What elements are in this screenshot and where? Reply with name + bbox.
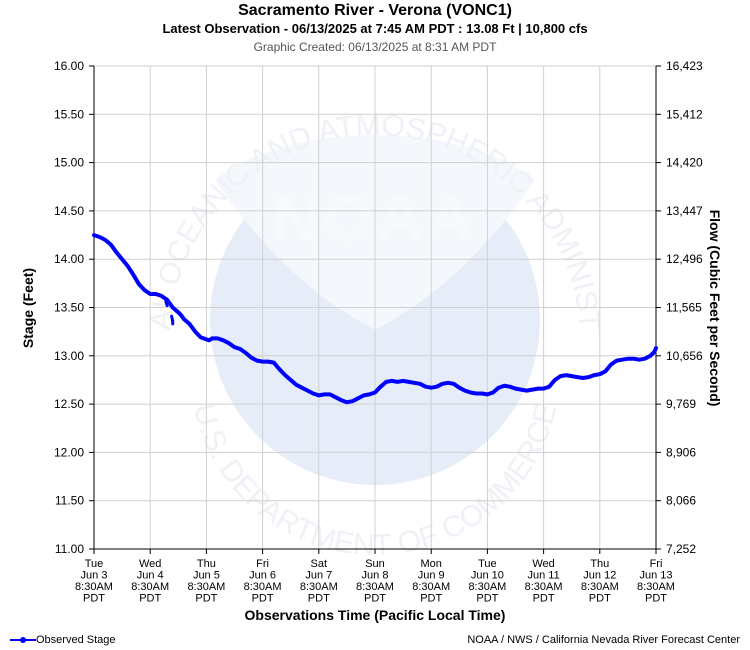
y2-tick-label: 10,656 (666, 349, 703, 363)
y2-tick-label: 13,447 (666, 204, 703, 218)
latest-observation-subtitle: Latest Observation - 06/13/2025 at 7:45 … (162, 21, 588, 36)
graphic-created-text: Graphic Created: 06/13/2025 at 8:31 AM P… (253, 40, 497, 54)
x-tick-label: Wed Jun 4 8:30AM PDT (131, 558, 169, 605)
noaa-watermark: NOAA NATIONAL OCEANIC AND ATMOSPHERIC AD… (0, 0, 606, 562)
observed-stage-series (92, 233, 658, 405)
y2-tick-label: 7,252 (666, 542, 696, 556)
watermark-logo-text: NOAA (273, 182, 477, 254)
x-tick-label: Sat Jun 7 8:30AM PDT (300, 558, 338, 605)
y-tick-label: 13.00 (54, 349, 84, 363)
y2-tick-label: 14,420 (666, 156, 703, 170)
observed-stage-fragment (172, 307, 179, 313)
y-tick-label: 15.00 (54, 156, 84, 170)
y2-axis-label: Flow (Cubic Feet per Second) (707, 210, 723, 407)
observed-stage-fragment (164, 300, 169, 308)
y2-tick-label: 8,906 (666, 445, 696, 459)
y-tick-label: 15.50 (54, 107, 84, 121)
observed-stage-line (92, 233, 658, 405)
x-axis-label: Observations Time (Pacific Local Time) (245, 607, 506, 623)
grid-lines (93, 65, 657, 550)
y2-tick-label: 11,565 (666, 301, 702, 315)
x-tick-label: Mon Jun 9 8:30AM PDT (412, 558, 450, 605)
x-tick-label: Thu Jun 12 8:30AM PDT (581, 558, 619, 605)
x-tick-label: Wed Jun 11 8:30AM PDT (525, 558, 563, 605)
x-tick-label: Fri Jun 13 8:30AM PDT (637, 558, 675, 605)
y2-tick-label: 12,496 (666, 252, 703, 266)
x-axis-tick-labels: Tue Jun 3 8:30AM PDT Wed Jun 4 8:30AM PDT Thu Jun… (75, 558, 675, 605)
legend-line-marker-icon (10, 637, 36, 643)
credit-text: NOAA / NWS / California Nevada River For… (467, 634, 740, 646)
y-tick-label: 12.50 (54, 397, 84, 411)
x-tick-label: Fri Jun 6 8:30AM PDT (244, 558, 282, 605)
y2-tick-label: 16,423 (666, 59, 703, 73)
legend: Observed Stage (10, 634, 116, 646)
y-tick-label: 11.00 (55, 542, 84, 556)
y-tick-label: 14.00 (54, 252, 84, 266)
x-tick-label: Tue Jun 3 8:30AM PDT (75, 558, 113, 605)
y2-tick-label: 9,769 (666, 397, 696, 411)
chart-title: Sacramento River - Verona (VONC1) (238, 2, 512, 19)
y2-tick-label: 15,412 (666, 107, 703, 121)
y2-axis-tick-labels: 16,423 15,412 14,420 13,447 12,496 11,565 10,6… (666, 59, 703, 556)
observed-stage-fragment (170, 314, 175, 326)
legend-label: Observed Stage (36, 634, 116, 646)
x-tick-label: Thu Jun 5 8:30AM PDT (187, 558, 225, 605)
y-axis-tick-labels: 16.00 15.50 15.00 14.50 14.00 13.50 13.00 12.50… (54, 59, 84, 556)
x-tick-label: Tue Jun 10 8:30AM PDT (468, 558, 506, 605)
y2-tick-label: 8,066 (666, 494, 696, 508)
y-tick-label: 16.00 (54, 59, 84, 73)
y-tick-label: 12.00 (54, 445, 84, 459)
y-tick-label: 14.50 (54, 204, 84, 218)
y-tick-label: 13.50 (54, 301, 84, 315)
y-tick-label: 11.50 (55, 494, 84, 508)
y-axis-label: Stage (Feet) (20, 268, 36, 348)
x-tick-label: Sun Jun 8 8:30AM PDT (356, 558, 394, 605)
axes (89, 65, 661, 554)
